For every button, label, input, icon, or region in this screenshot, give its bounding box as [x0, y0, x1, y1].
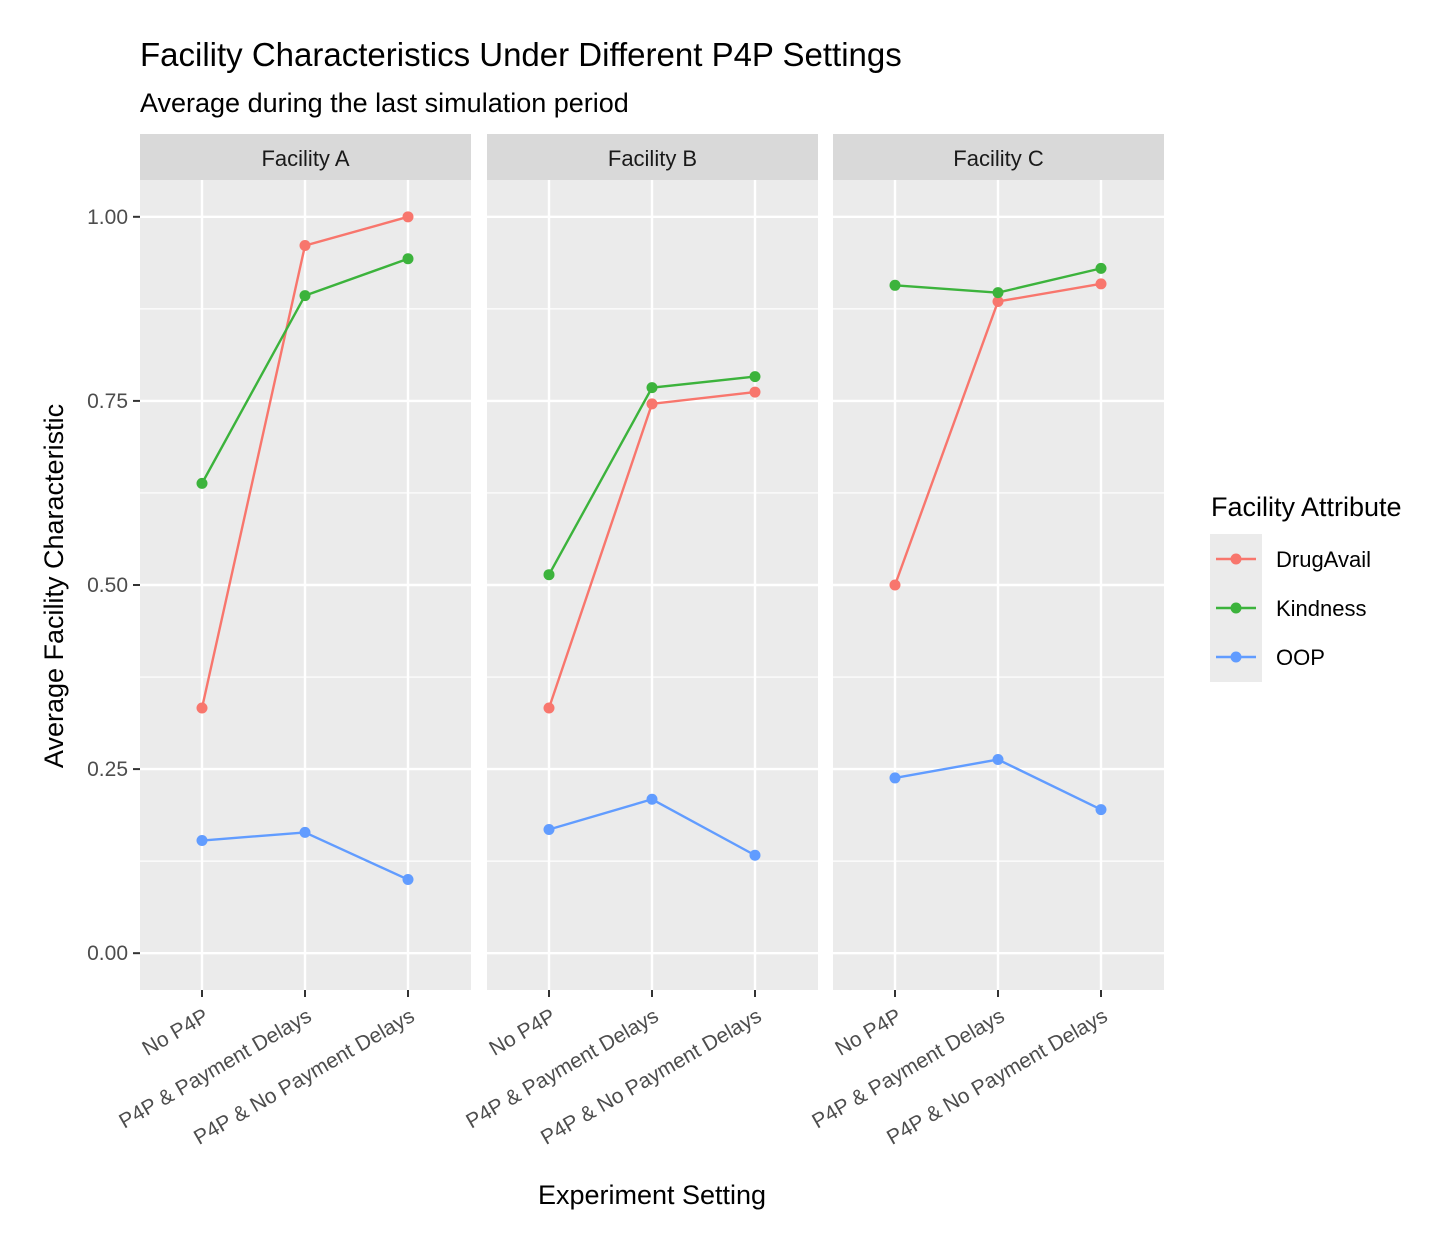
- legend-title: Facility Attribute: [1211, 492, 1402, 522]
- data-point-kindness: [992, 287, 1004, 299]
- data-point-drugavail: [749, 386, 761, 398]
- chart-subtitle: Average during the last simulation perio…: [140, 88, 629, 118]
- x-tick-label: No P4P: [485, 1004, 559, 1060]
- data-point-oop: [889, 772, 901, 784]
- facet-strip: [833, 134, 1164, 180]
- data-point-kindness: [299, 290, 311, 302]
- x-tick-label: No P4P: [831, 1004, 905, 1060]
- data-point-kindness: [889, 279, 901, 291]
- legend-key-point-drugavail: [1230, 553, 1242, 565]
- y-axis: 0.00 0.25 0.50 0.75 1.00: [87, 206, 140, 965]
- legend-label-oop: OOP: [1276, 645, 1325, 670]
- data-point-drugavail: [299, 240, 311, 252]
- data-point-kindness: [402, 253, 414, 265]
- x-tick-label: No P4P: [138, 1004, 212, 1060]
- data-point-oop: [402, 874, 414, 886]
- y-tick-label: 0.00: [87, 942, 128, 965]
- data-point-oop: [543, 823, 555, 835]
- data-point-kindness: [646, 382, 658, 394]
- y-tick-label: 0.50: [87, 574, 128, 597]
- data-point-drugavail: [1095, 278, 1107, 290]
- facet-strip-label: Facility B: [608, 146, 697, 171]
- data-point-oop: [1095, 804, 1107, 816]
- legend-label-drugavail: DrugAvail: [1276, 547, 1371, 572]
- data-point-kindness: [749, 371, 761, 383]
- x-axis-title: Experiment Setting: [538, 1180, 766, 1210]
- data-point-drugavail: [196, 702, 208, 714]
- y-tick-label: 0.25: [87, 758, 128, 781]
- data-point-oop: [299, 826, 311, 838]
- data-point-drugavail: [646, 398, 658, 410]
- legend-key-point-oop: [1230, 651, 1242, 663]
- legend: Facility Attribute DrugAvail Kindness OOP: [1210, 492, 1402, 682]
- data-point-oop: [196, 835, 208, 847]
- y-axis-title: Average Facility Characteristic: [39, 404, 69, 768]
- legend-label-kindness: Kindness: [1276, 596, 1367, 621]
- data-point-drugavail: [543, 702, 555, 714]
- y-tick-label: 1.00: [87, 206, 128, 229]
- data-point-drugavail: [889, 579, 901, 591]
- data-point-oop: [646, 793, 658, 805]
- y-tick-label: 0.75: [87, 390, 128, 413]
- facet-strip-label: Facility A: [261, 146, 349, 171]
- data-point-drugavail: [992, 296, 1004, 307]
- data-point-kindness: [543, 569, 555, 581]
- legend-key-point-kindness: [1230, 602, 1242, 614]
- data-point-oop: [992, 754, 1004, 766]
- facet-strip: [487, 134, 818, 180]
- data-point-drugavail: [402, 211, 414, 223]
- facet-strip-label: Facility C: [953, 146, 1044, 171]
- facet-strip: [140, 134, 471, 180]
- data-point-kindness: [196, 477, 208, 489]
- chart-title: Facility Characteristics Under Different…: [140, 36, 902, 73]
- data-point-oop: [749, 849, 761, 861]
- data-point-kindness: [1095, 262, 1107, 274]
